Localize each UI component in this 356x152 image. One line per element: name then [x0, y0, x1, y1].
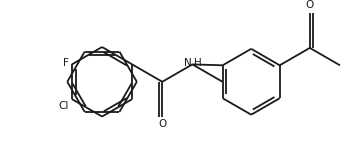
Text: Cl: Cl: [59, 101, 69, 111]
Text: N: N: [184, 59, 192, 68]
Text: H: H: [194, 59, 202, 68]
Text: O: O: [158, 119, 166, 129]
Text: F: F: [63, 59, 69, 68]
Text: O: O: [306, 0, 314, 10]
